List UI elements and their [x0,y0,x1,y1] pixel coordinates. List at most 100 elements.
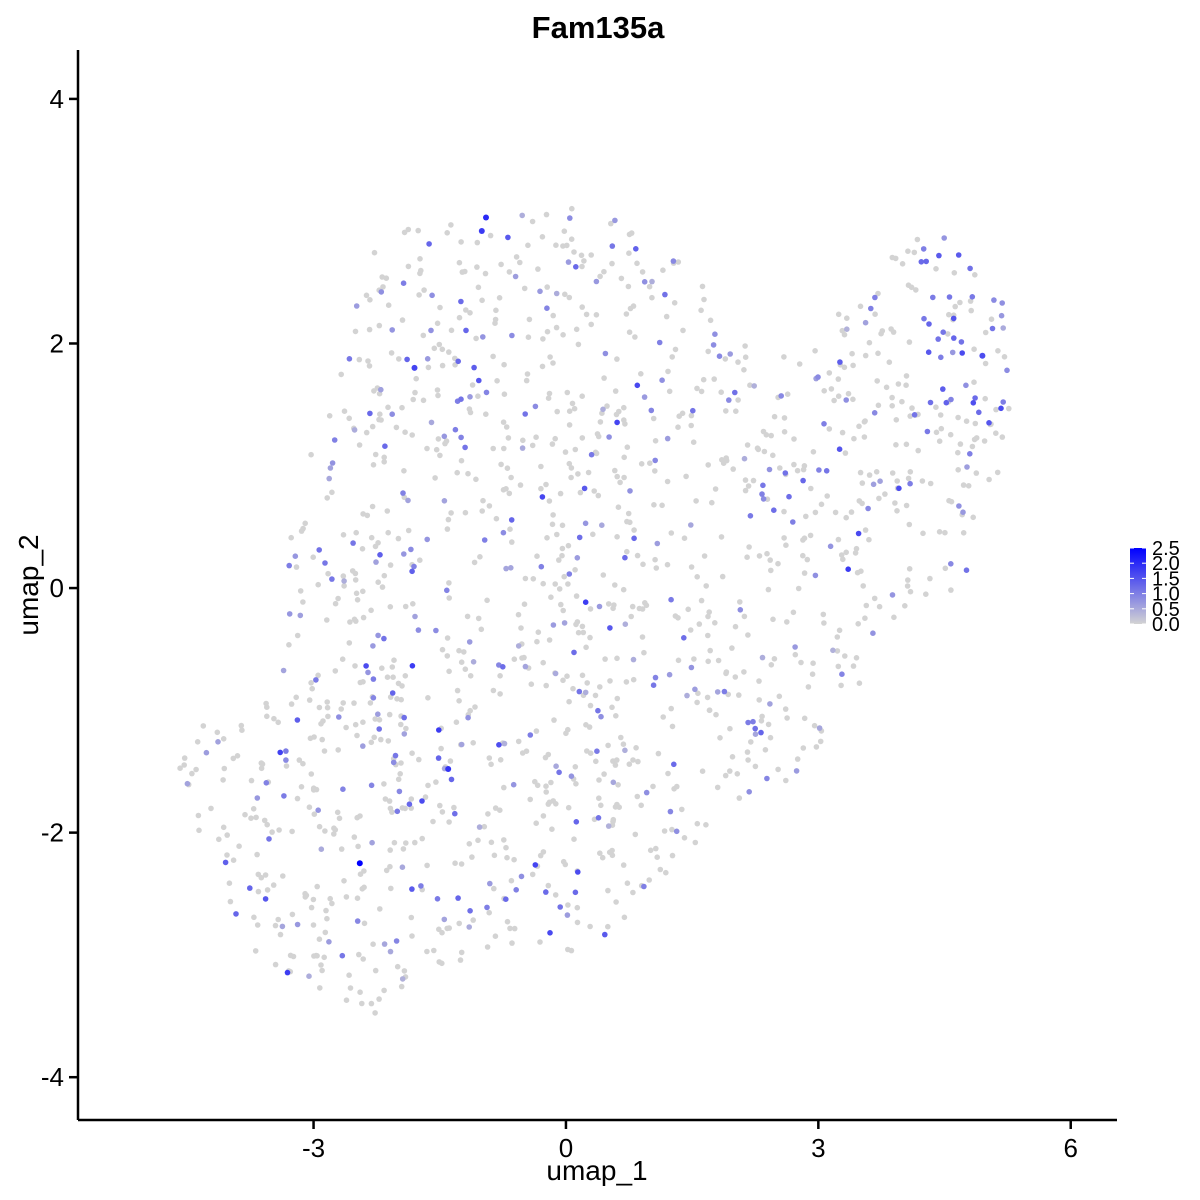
cell-point [491,885,497,892]
cell-point [989,325,996,332]
cell-point [666,388,673,395]
cell-point [519,655,525,661]
cell-point [748,739,754,745]
cell-point [722,356,729,362]
cell-point [576,688,583,695]
cell-point [905,475,912,482]
cell-point [484,944,491,950]
cell-point [391,839,398,846]
cell-point [712,331,718,338]
cell-point [794,756,801,762]
cell-point [497,757,504,763]
cell-point [754,445,761,452]
cell-point [336,714,342,720]
cell-point [559,545,566,552]
cell-point [580,629,587,636]
cell-point [215,739,221,745]
cell-point [935,336,941,342]
cell-point [579,623,586,630]
cell-point [526,316,533,323]
cell-point [784,391,791,398]
cell-point [648,407,655,414]
cell-point [530,576,537,582]
cell-point [394,808,401,815]
cell-point [745,483,752,489]
cell-point [621,404,627,411]
cell-point [578,252,585,259]
cell-point [458,949,465,956]
cell-point [381,781,387,787]
cell-point [252,948,259,954]
cell-point [544,328,551,335]
cell-point [284,969,291,976]
cell-point [614,534,620,540]
cell-point [625,283,632,290]
cell-point [470,917,477,923]
cell-point [475,393,481,400]
cell-point [534,553,540,559]
cell-point [373,559,379,565]
cell-point [688,664,695,671]
cell-point [565,581,571,587]
cell-point [525,242,531,249]
cell-point [306,973,312,979]
cell-point [982,360,989,367]
cell-point [955,449,961,456]
cell-point [490,687,497,694]
cell-point [571,649,577,656]
cell-point [768,432,774,439]
cell-point [760,428,767,435]
cell-point [940,329,946,336]
cell-point [656,339,663,346]
cell-point [378,386,384,393]
cell-point [568,474,574,481]
cell-point [546,498,553,504]
cell-point [380,284,386,290]
cell-point [622,554,628,561]
cell-point [832,509,839,516]
cell-point [765,721,772,728]
cell-point [790,519,796,525]
cell-point [907,480,913,487]
cell-point [628,613,634,620]
cell-point [610,779,617,786]
cell-point [354,732,360,739]
cell-point [942,565,949,572]
cell-point [747,382,753,389]
cell-point [862,319,869,326]
cell-point [275,719,282,726]
cell-point [376,996,382,1002]
cell-point [424,862,430,869]
cell-point [409,750,415,756]
cell-point [830,647,836,654]
cell-point [792,651,799,658]
cell-point [529,871,536,878]
cell-point [564,912,571,918]
cell-point [549,441,556,447]
cell-point [401,468,407,474]
cell-point [951,270,958,276]
cell-point [546,390,553,397]
cell-point [549,826,555,832]
cell-point [425,695,431,701]
cell-point [491,852,498,859]
color-legend: 0.00.51.01.52.02.5 [1130,538,1180,636]
cell-point [405,226,412,233]
cell-point [410,396,417,403]
cell-point-high [979,352,986,359]
cell-point [509,539,515,545]
cell-point [548,779,554,786]
cell-point [761,448,768,455]
cell-point [543,783,549,789]
cell-point [938,425,945,432]
cell-point [360,743,366,749]
cell-point [860,583,866,589]
cell-point [911,412,918,418]
cell-point [704,694,711,701]
cell-point [384,508,391,514]
cell-point [381,635,387,642]
cell-point [840,556,846,563]
cell-point [444,635,451,641]
cell-point [699,283,706,290]
cell-point [485,811,491,817]
